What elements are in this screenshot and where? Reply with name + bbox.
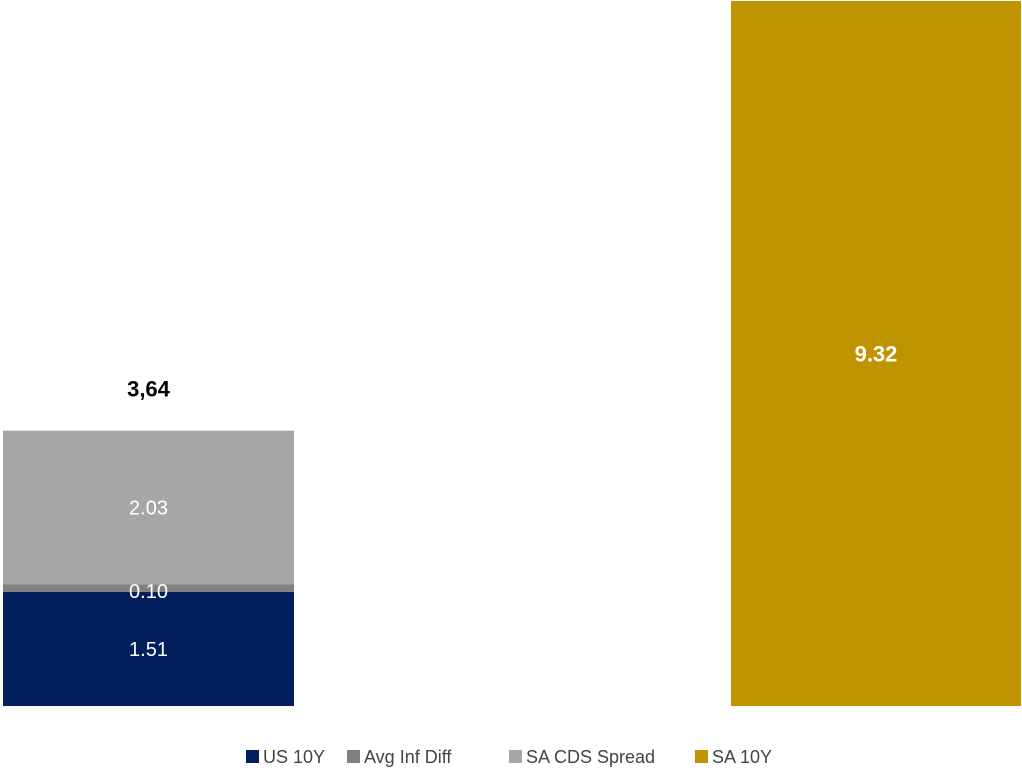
data-label-sa-10y: 9.32 [855,342,898,367]
legend-item-us-10y: US 10Y [246,747,325,767]
bar-us-10y [3,591,294,706]
legend-label-avg-inf-diff: Avg Inf Diff [364,747,452,767]
data-label-avg-inf-diff: 0.10 [129,581,168,603]
legend-swatch-sa-cds-spread [509,750,522,763]
legend-item-sa-cds-spread: SA CDS Spread [509,747,655,767]
bar-sa-cds-spread [3,430,294,585]
legend-item-sa-10y: SA 10Y [695,747,772,767]
legend-label-sa-10y: SA 10Y [712,747,772,767]
bar-avg-inf-diff [3,584,294,592]
total-label: 3,64 [127,377,171,402]
bar-sa-10y [731,1,1021,706]
data-label-sa-cds-spread: 2.03 [129,497,168,519]
legend-label-us-10y: US 10Y [263,747,325,767]
legend-swatch-sa-10y [695,750,708,763]
plot-area: 1.51 0.10 2.03 3,64 9.32 [3,1,1021,706]
legend-swatch-us-10y [246,750,259,763]
legend-swatch-avg-inf-diff [347,750,360,763]
data-label-us-10y: 1.51 [129,639,168,661]
legend: US 10Y Avg Inf Diff SA CDS Spread SA 10Y [246,747,772,767]
legend-item-avg-inf-diff: Avg Inf Diff [347,747,452,767]
legend-label-sa-cds-spread: SA CDS Spread [526,747,655,767]
